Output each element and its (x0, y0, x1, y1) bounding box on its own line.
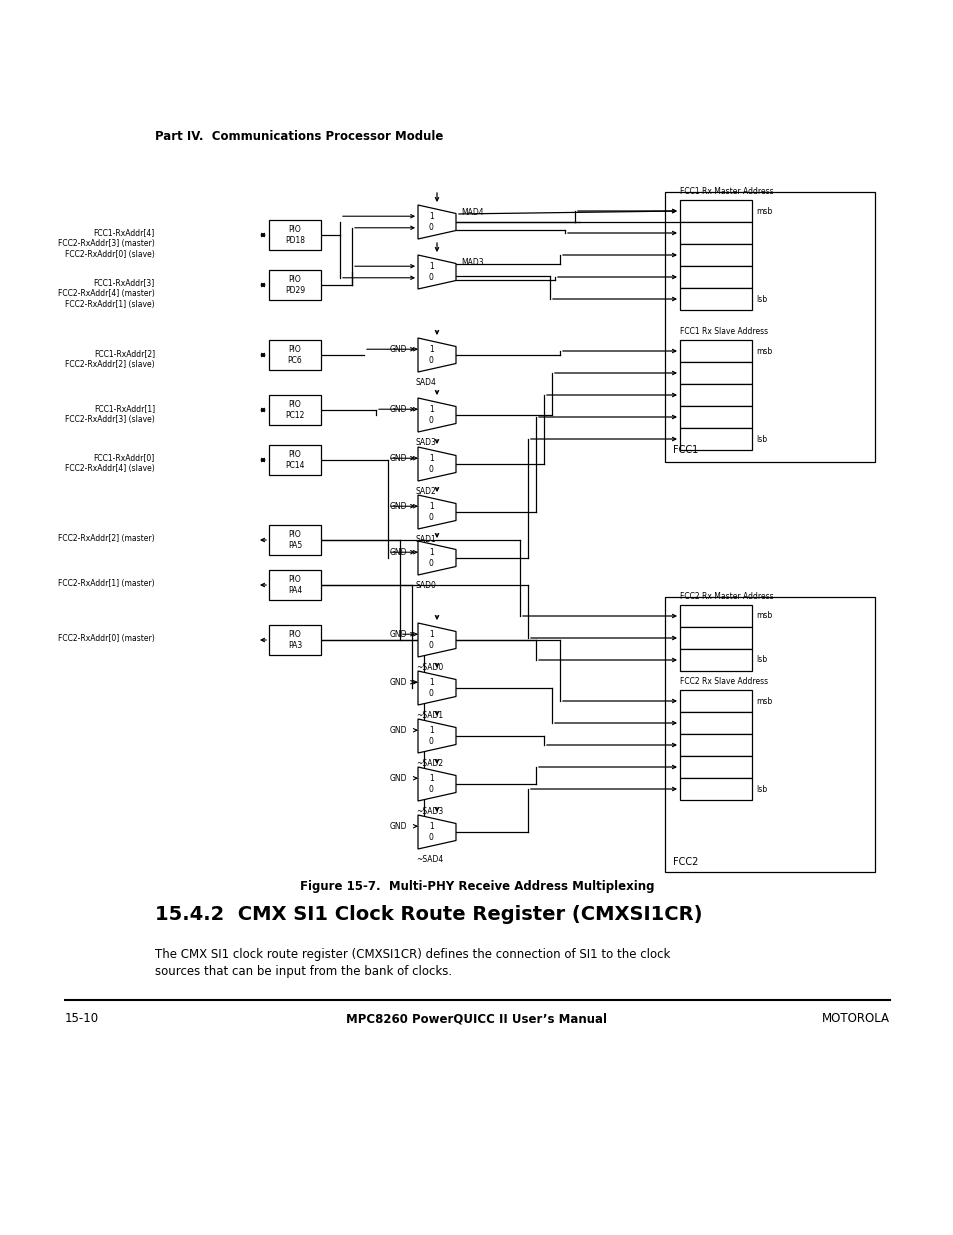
Text: SAD3: SAD3 (416, 438, 436, 447)
Text: lsb: lsb (755, 656, 766, 664)
Text: PIO
PC14: PIO PC14 (285, 450, 304, 471)
Text: SAD2: SAD2 (416, 487, 436, 496)
Bar (679, 756, 751, 778)
Bar (269, 270, 320, 300)
Text: FCC1 Rx Master Address: FCC1 Rx Master Address (679, 186, 773, 196)
Text: 1: 1 (429, 821, 434, 831)
Bar (679, 627, 751, 650)
Bar (269, 625, 320, 655)
Text: FCC1-RxAddr[3]
FCC2-RxAddr[4] (master)
FCC2-RxAddr[1] (slave): FCC1-RxAddr[3] FCC2-RxAddr[4] (master) F… (58, 278, 154, 309)
Text: GND: GND (390, 501, 407, 511)
Text: FCC1-RxAddr[1]
FCC2-RxAddr[3] (slave): FCC1-RxAddr[1] FCC2-RxAddr[3] (slave) (65, 404, 154, 424)
Text: 1: 1 (429, 678, 434, 687)
Polygon shape (417, 719, 456, 753)
Text: 0: 0 (429, 273, 434, 283)
Text: ~SAD1: ~SAD1 (416, 711, 442, 720)
Text: GND: GND (390, 630, 407, 638)
Bar (679, 384, 751, 406)
Text: PIO
PA3: PIO PA3 (288, 630, 302, 650)
Text: PIO
PA5: PIO PA5 (288, 530, 302, 550)
Polygon shape (417, 447, 456, 480)
Bar (679, 200, 751, 222)
Text: GND: GND (390, 547, 407, 557)
Bar (679, 245, 751, 266)
Text: GND: GND (390, 773, 407, 783)
Bar (679, 266, 751, 288)
Text: SAD4: SAD4 (416, 378, 436, 387)
Text: PIO
PA4: PIO PA4 (288, 576, 302, 595)
Text: 1: 1 (429, 547, 434, 557)
Text: 1: 1 (429, 405, 434, 414)
Text: sources that can be input from the bank of clocks.: sources that can be input from the bank … (154, 965, 452, 978)
Text: GND: GND (390, 821, 407, 831)
Text: msb: msb (755, 347, 771, 356)
Text: 0: 0 (429, 689, 434, 698)
Text: 1: 1 (429, 726, 434, 735)
Polygon shape (417, 338, 456, 372)
Text: msb: msb (755, 697, 771, 705)
Polygon shape (417, 541, 456, 576)
Bar (664, 597, 874, 872)
Text: MAD4: MAD4 (460, 207, 483, 217)
Text: FCC2: FCC2 (672, 857, 698, 867)
Bar (269, 445, 320, 475)
Text: 15-10: 15-10 (65, 1011, 99, 1025)
Text: 0: 0 (429, 416, 434, 425)
Text: 0: 0 (429, 356, 434, 366)
Polygon shape (417, 398, 456, 432)
Text: lsb: lsb (755, 294, 766, 304)
Text: lsb: lsb (755, 784, 766, 794)
Text: SAD0: SAD0 (416, 580, 436, 590)
Polygon shape (417, 495, 456, 529)
Text: FCC1 Rx Slave Address: FCC1 Rx Slave Address (679, 327, 767, 336)
Text: 1: 1 (429, 211, 434, 221)
Text: FCC2 Rx Slave Address: FCC2 Rx Slave Address (679, 677, 767, 685)
Polygon shape (417, 815, 456, 848)
Text: 1: 1 (429, 453, 434, 463)
Bar (679, 222, 751, 245)
Text: MAD3: MAD3 (460, 258, 483, 267)
Text: 0: 0 (429, 737, 434, 746)
Text: PIO
PC6: PIO PC6 (287, 345, 302, 366)
Text: GND: GND (390, 678, 407, 687)
Text: PIO
PC12: PIO PC12 (285, 400, 304, 420)
Bar (679, 713, 751, 734)
Text: FCC1-RxAddr[0]
FCC2-RxAddr[4] (slave): FCC1-RxAddr[0] FCC2-RxAddr[4] (slave) (65, 453, 154, 473)
Text: ~SAD0: ~SAD0 (416, 663, 443, 672)
Bar (679, 605, 751, 627)
Bar (269, 571, 320, 600)
Text: FCC1: FCC1 (672, 445, 698, 454)
Text: 0: 0 (429, 514, 434, 522)
Polygon shape (417, 622, 456, 657)
Bar (679, 429, 751, 450)
Text: FCC1-RxAddr[2]
FCC2-RxAddr[2] (slave): FCC1-RxAddr[2] FCC2-RxAddr[2] (slave) (66, 350, 154, 369)
Bar (269, 395, 320, 425)
Text: FCC2 Rx Master Address: FCC2 Rx Master Address (679, 592, 773, 601)
Text: SAD1: SAD1 (416, 535, 436, 543)
Bar (679, 690, 751, 713)
Bar (679, 362, 751, 384)
Text: lsb: lsb (755, 435, 766, 443)
Bar (664, 191, 874, 462)
Text: MPC8260 PowerQUICC II User’s Manual: MPC8260 PowerQUICC II User’s Manual (346, 1011, 607, 1025)
Text: msb: msb (755, 206, 771, 215)
Text: GND: GND (390, 405, 407, 414)
Text: PIO
PD18: PIO PD18 (285, 225, 305, 245)
Text: GND: GND (390, 345, 407, 353)
Bar (269, 340, 320, 370)
Polygon shape (417, 671, 456, 705)
Bar (679, 734, 751, 756)
Bar (679, 778, 751, 800)
Text: FCC2-RxAddr[1] (master): FCC2-RxAddr[1] (master) (58, 579, 154, 588)
Text: ~SAD2: ~SAD2 (416, 760, 442, 768)
Text: FCC1-RxAddr[4]
FCC2-RxAddr[3] (master)
FCC2-RxAddr[0] (slave): FCC1-RxAddr[4] FCC2-RxAddr[3] (master) F… (58, 228, 154, 259)
Text: The CMX SI1 clock route register (CMXSI1CR) defines the connection of SI1 to the: The CMX SI1 clock route register (CMXSI1… (154, 948, 670, 961)
Text: ~SAD3: ~SAD3 (416, 806, 443, 816)
Polygon shape (417, 254, 456, 289)
Bar (269, 525, 320, 555)
Bar (679, 650, 751, 671)
Text: 0: 0 (429, 834, 434, 842)
Bar (679, 288, 751, 310)
Text: 1: 1 (429, 773, 434, 783)
Text: 0: 0 (429, 466, 434, 474)
